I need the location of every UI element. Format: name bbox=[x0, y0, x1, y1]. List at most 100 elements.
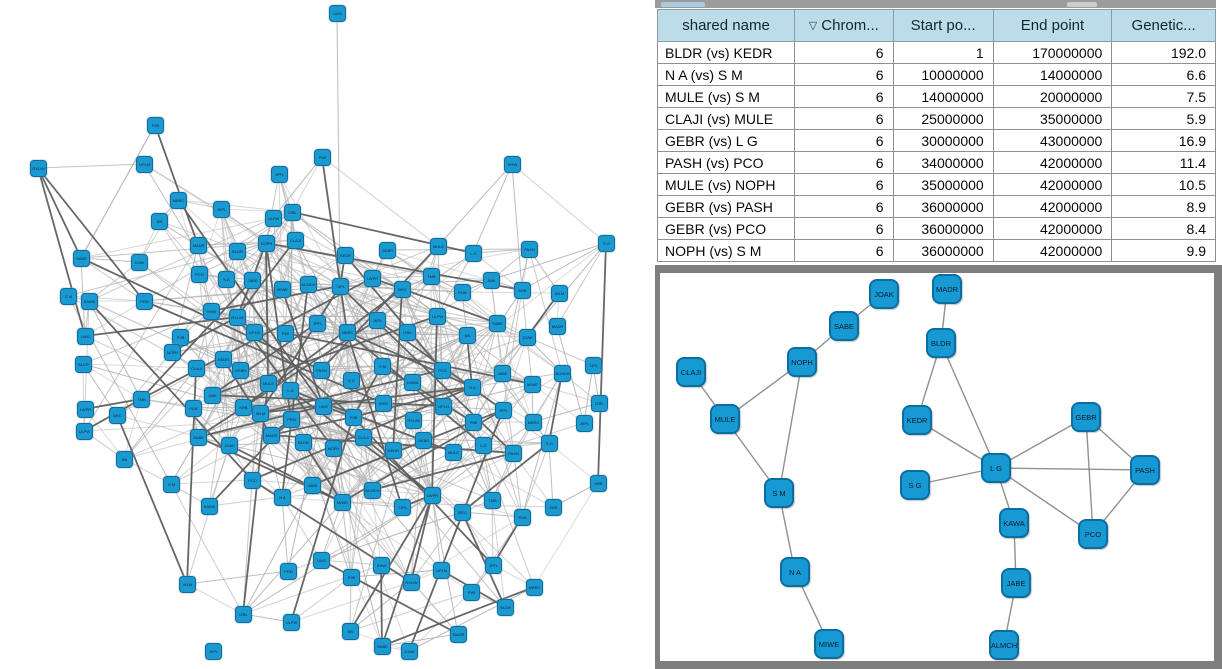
cell-value[interactable]: 6 bbox=[794, 41, 894, 64]
network-node[interactable]: KEDR bbox=[215, 351, 232, 368]
network-node[interactable]: KEDR bbox=[385, 442, 402, 459]
cell-value[interactable]: 20000000 bbox=[992, 85, 1113, 108]
cell-shared-name[interactable]: GEBR (vs) PCO bbox=[656, 217, 796, 240]
subnetwork-node-gebr[interactable]: GEBR bbox=[1071, 402, 1101, 432]
network-node[interactable]: TJPL bbox=[394, 499, 411, 516]
network-node[interactable]: S M bbox=[374, 358, 391, 375]
network-node[interactable]: LWPR bbox=[424, 487, 441, 504]
cell-value[interactable]: 42000000 bbox=[992, 151, 1113, 174]
subnetwork-node-almch[interactable]: ALMCH bbox=[989, 630, 1019, 660]
network-node[interactable]: MIWE bbox=[334, 494, 351, 511]
network-node[interactable]: RXUW bbox=[405, 412, 422, 429]
subnetwork-node-noph[interactable]: NOPH bbox=[787, 347, 817, 377]
network-node[interactable]: JABE bbox=[494, 365, 511, 382]
network-node[interactable]: KAWA bbox=[81, 293, 98, 310]
column-header-end-point[interactable]: End point bbox=[992, 9, 1113, 42]
network-node[interactable]: JPFL bbox=[485, 557, 502, 574]
cell-value[interactable]: 8.4 bbox=[1111, 217, 1216, 240]
network-node[interactable]: BLDR bbox=[497, 599, 514, 616]
network-node[interactable]: JKPL bbox=[213, 201, 230, 218]
cell-value[interactable]: 9.9 bbox=[1111, 239, 1216, 262]
network-node[interactable]: PRN bbox=[280, 563, 297, 580]
network-node[interactable]: PJB bbox=[147, 117, 164, 134]
network-node[interactable]: LWPR bbox=[77, 401, 94, 418]
network-node[interactable]: WLM bbox=[551, 285, 568, 302]
cell-value[interactable]: 36000000 bbox=[892, 239, 994, 262]
cell-value[interactable]: 6 bbox=[794, 63, 894, 86]
cell-shared-name[interactable]: PASH (vs) PCO bbox=[656, 151, 796, 174]
network-node[interactable]: KHW bbox=[375, 395, 392, 412]
network-node[interactable]: PWI bbox=[314, 149, 331, 166]
network-node[interactable]: PWI bbox=[277, 325, 294, 342]
network-node[interactable]: WLM bbox=[252, 405, 269, 422]
table-row[interactable]: MULE (vs) NOPH 6 35000000 42000000 10.5 bbox=[656, 173, 1216, 196]
network-node[interactable]: JOAK bbox=[221, 437, 238, 454]
network-node[interactable]: LWPR bbox=[364, 270, 381, 287]
cell-value[interactable]: 35000000 bbox=[992, 107, 1113, 130]
network-node[interactable]: JABE bbox=[304, 477, 321, 494]
cell-shared-name[interactable]: NOPH (vs) S M bbox=[656, 239, 796, 262]
network-node[interactable]: JABE bbox=[244, 272, 261, 289]
network-node[interactable]: WLM bbox=[179, 576, 196, 593]
network-node[interactable]: N A bbox=[464, 379, 481, 396]
cell-value[interactable]: 36000000 bbox=[892, 195, 994, 218]
subnetwork-node-claji[interactable]: CLAJI bbox=[676, 357, 706, 387]
network-node[interactable]: CLAJI bbox=[355, 429, 372, 446]
cell-shared-name[interactable]: CLAJI (vs) MULE bbox=[656, 107, 796, 130]
cell-value[interactable]: 42000000 bbox=[992, 217, 1113, 240]
network-node[interactable]: RXUW bbox=[30, 160, 47, 177]
network-node[interactable]: JPFL bbox=[271, 166, 288, 183]
network-node[interactable]: MADR bbox=[450, 626, 467, 643]
network-node[interactable]: KRB bbox=[514, 282, 531, 299]
subnetwork-node-pash[interactable]: PASH bbox=[1130, 455, 1160, 485]
network-node[interactable]: PASH bbox=[505, 445, 522, 462]
network-node[interactable]: PASH bbox=[313, 362, 330, 379]
network-node[interactable]: NOPH bbox=[325, 440, 342, 457]
cell-value[interactable]: 42000000 bbox=[992, 173, 1113, 196]
network-node[interactable]: PLW bbox=[454, 284, 471, 301]
network-node[interactable]: GEBR bbox=[415, 432, 432, 449]
network-node[interactable]: PCO bbox=[191, 266, 208, 283]
network-node[interactable]: PWI bbox=[465, 414, 482, 431]
cell-value[interactable]: 14000000 bbox=[992, 63, 1113, 86]
cell-value[interactable]: 6 bbox=[794, 107, 894, 130]
network-node[interactable]: NOPH bbox=[164, 344, 181, 361]
network-node[interactable]: ALMCH bbox=[300, 276, 317, 293]
table-row[interactable]: NOPH (vs) S M 6 36000000 42000000 9.9 bbox=[656, 239, 1216, 262]
network-node[interactable]: IZBL bbox=[284, 204, 301, 221]
subnetwork-node-l-g[interactable]: L G bbox=[981, 453, 1011, 483]
subnetwork-node-kedr[interactable]: KEDR bbox=[902, 405, 932, 435]
network-node[interactable]: LWG bbox=[329, 5, 346, 22]
network-node[interactable]: MULE bbox=[430, 238, 447, 255]
network-node[interactable]: S G bbox=[343, 372, 360, 389]
network-node[interactable]: KEDR bbox=[337, 247, 354, 264]
network-node[interactable]: PJB bbox=[343, 569, 360, 586]
subnetwork-node-miwe[interactable]: MIWE bbox=[814, 629, 844, 659]
network-node[interactable]: TMB bbox=[133, 391, 150, 408]
network-node[interactable]: BLDR bbox=[295, 434, 312, 451]
network-node[interactable]: N A bbox=[274, 489, 291, 506]
network-node[interactable]: IZBL bbox=[399, 324, 416, 341]
cell-value[interactable]: 34000000 bbox=[892, 151, 994, 174]
subnetwork-node-kawa[interactable]: KAWA bbox=[999, 508, 1029, 538]
network-node[interactable]: UPLN bbox=[433, 562, 450, 579]
network-node[interactable]: CLAJI bbox=[188, 360, 205, 377]
network-node[interactable]: NN bbox=[459, 327, 476, 344]
network-node[interactable]: GEBR bbox=[379, 242, 396, 259]
column-header-shared-name[interactable]: shared name bbox=[656, 9, 796, 42]
network-node[interactable]: JOAK bbox=[519, 329, 536, 346]
cell-value[interactable]: 6 bbox=[794, 217, 894, 240]
cell-value[interactable]: 192.0 bbox=[1111, 41, 1216, 64]
network-node[interactable]: TJPL bbox=[585, 357, 602, 374]
network-node[interactable]: MULE bbox=[445, 444, 462, 461]
network-node[interactable]: L G bbox=[475, 437, 492, 454]
column-header-chrom---[interactable]: ▽ Chrom... bbox=[794, 9, 894, 42]
network-node[interactable]: PLW bbox=[185, 400, 202, 417]
cell-value[interactable]: 25000000 bbox=[892, 107, 994, 130]
subnetwork-node-joak[interactable]: JOAK bbox=[869, 279, 899, 309]
network-node[interactable]: MBRC bbox=[525, 414, 542, 431]
subnetwork-node-sabe[interactable]: SABE bbox=[829, 311, 859, 341]
network-node[interactable]: PRN bbox=[283, 411, 300, 428]
network-node[interactable]: KRB bbox=[590, 475, 607, 492]
cell-shared-name[interactable]: GEBR (vs) PASH bbox=[656, 195, 796, 218]
